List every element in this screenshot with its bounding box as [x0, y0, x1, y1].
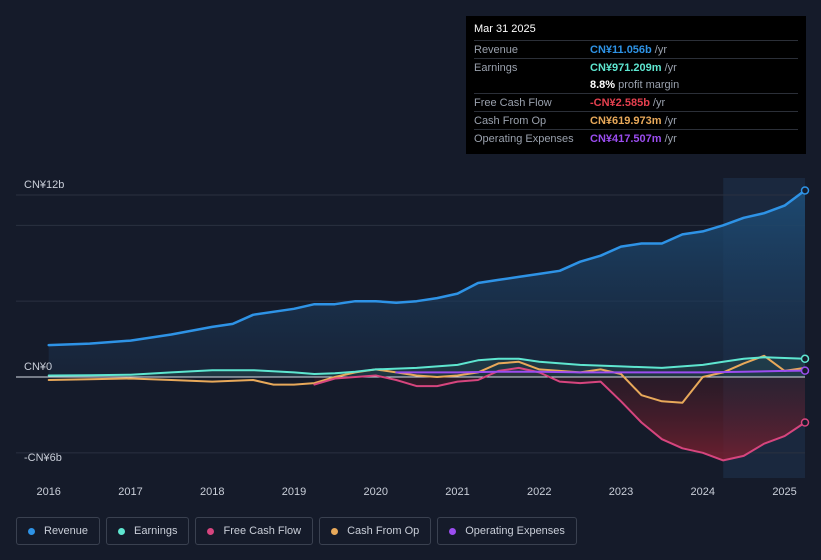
legend-dot-icon: [449, 527, 457, 535]
series-line-fcf: [313, 366, 806, 462]
x-tick-label: 2024: [691, 486, 715, 498]
tooltip-row: Revenue CN¥11.056b/yr: [474, 40, 798, 58]
tooltip-row-value: CN¥619.973m: [590, 114, 662, 127]
legend-dot-icon: [207, 527, 215, 535]
legend-label: Cash From Op: [347, 525, 420, 537]
tooltip-rows: Revenue CN¥11.056b/yr Earnings CN¥971.209m /…: [474, 40, 798, 147]
tooltip-row-value: -CN¥2.585b: [590, 96, 650, 109]
tooltip-row-label: Revenue: [474, 43, 519, 56]
chart-legend: Revenue Earnings Free Cash Flow Cash From O…: [16, 517, 583, 545]
x-tick-label: 2023: [609, 486, 633, 498]
end-point-opex: [800, 366, 810, 375]
tooltip-row-value: CN¥11.056b: [590, 43, 652, 56]
tooltip-row: Free Cash Flow -CN¥2.585b/yr: [474, 93, 798, 111]
tooltip-row-label: Cash From Op: [474, 114, 547, 127]
tooltip-row-unit: /yr: [652, 96, 666, 109]
x-tick-label: 2021: [445, 486, 469, 498]
x-tick-label: 2019: [282, 486, 306, 498]
tooltip-row: Operating Expenses CN¥417.507m/yr: [474, 129, 798, 147]
y-tick-label: CN¥0: [24, 361, 52, 373]
legend-label: Revenue: [44, 525, 89, 537]
x-tick-label: 2022: [527, 486, 551, 498]
tooltip-row-label: Earnings: [474, 61, 518, 74]
tooltip-row: 8.8% profit margin: [474, 76, 798, 93]
y-tick-label: -CN¥6b: [24, 452, 62, 464]
chart-canvas: CN¥12b CN¥0 -CN¥6b 2016 2017 2018 2019 2020 2021…: [16, 178, 810, 498]
legend-label: Operating Expenses: [465, 525, 565, 537]
legend-item-revenue[interactable]: Revenue: [16, 517, 101, 545]
tooltip-row-unit: profit margin: [618, 78, 680, 91]
end-point-revenue: [800, 186, 810, 195]
legend-dot-icon: [331, 527, 339, 535]
legend-label: Free Cash Flow: [223, 525, 302, 537]
tooltip-row-unit: /yr: [664, 61, 677, 74]
data-tooltip: Mar 31 2025 Revenue CN¥11.056b/yr Earnings…: [466, 16, 806, 154]
tooltip-row-unit: /yr: [664, 114, 677, 127]
series-line-revenue: [47, 189, 807, 347]
end-point-earnings: [800, 354, 810, 364]
x-tick-label: 2025: [772, 486, 796, 498]
tooltip-row: Cash From Op CN¥619.973m/yr: [474, 111, 798, 129]
revenue-area: [48, 190, 805, 377]
tooltip-row-value: CN¥417.507m: [590, 132, 662, 145]
tooltip-row: Earnings CN¥971.209m/yr: [474, 58, 798, 76]
legend-item-cash-from-op[interactable]: Cash From Op: [319, 517, 432, 545]
tooltip-row-unit: /yr: [664, 132, 677, 145]
tooltip-row-unit: /yr: [654, 43, 667, 56]
tooltip-row-label: Operating Expenses: [474, 132, 574, 145]
tooltip-row-value: 8.8%: [590, 78, 616, 91]
legend-item-earnings[interactable]: Earnings: [106, 517, 190, 545]
series-line-opex: [395, 369, 806, 374]
legend-dot-icon: [28, 527, 35, 535]
free-cash-flow-area: [314, 367, 805, 461]
legend-label: Earnings: [134, 525, 178, 537]
end-point-fcf: [800, 418, 810, 427]
series-line-earnings: [47, 356, 806, 377]
tooltip-row-label: Free Cash Flow: [474, 96, 552, 109]
legend-item-operating-expenses[interactable]: Operating Expenses: [437, 517, 577, 545]
legend-item-free-cash-flow[interactable]: Free Cash Flow: [195, 517, 314, 545]
y-tick-label: CN¥12b: [24, 179, 64, 191]
x-tick-label: 2017: [118, 486, 142, 498]
tooltip-row-value: CN¥971.209m: [590, 61, 662, 74]
legend-dot-icon: [118, 527, 126, 535]
x-tick-label: 2020: [364, 486, 388, 498]
x-tick-label: 2018: [200, 486, 224, 498]
x-tick-label: 2016: [36, 486, 60, 498]
tooltip-date: Mar 31 2025: [474, 23, 536, 35]
